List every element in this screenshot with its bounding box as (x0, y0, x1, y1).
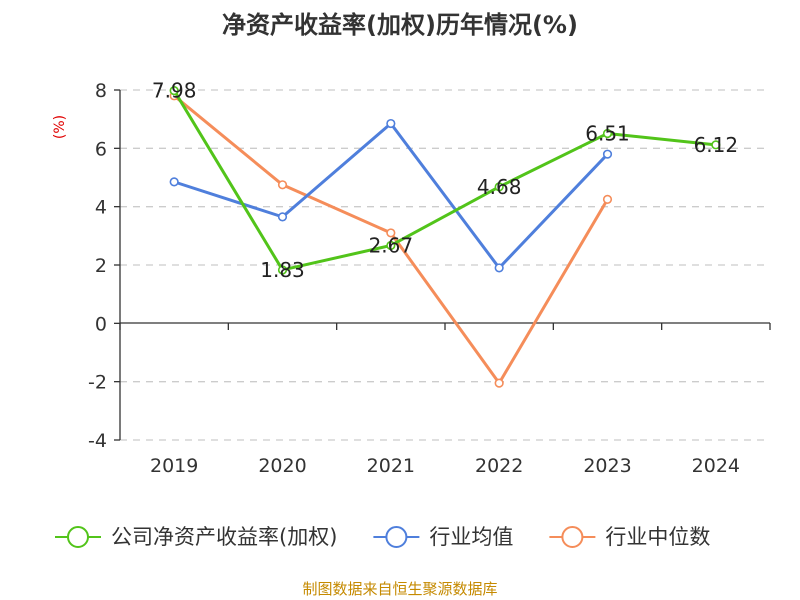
x-tick-label: 2019 (150, 455, 198, 477)
data-point (602, 128, 613, 139)
x-tick-label: 2024 (692, 455, 740, 477)
legend-marker (385, 526, 408, 548)
y-tick-label: 6 (95, 138, 107, 160)
data-point (386, 228, 396, 238)
data-point (169, 85, 179, 96)
data-point (602, 194, 613, 204)
data-point (711, 140, 721, 150)
legend-label: 行业中位数 (605, 525, 710, 549)
data-point (494, 263, 504, 273)
series-group (169, 85, 721, 388)
data-point (277, 180, 288, 190)
legend: 公司净资产收益率(加权) 行业均值 行业中位数 (55, 525, 710, 549)
y-tick-label: -2 (88, 372, 107, 394)
legend-marker (67, 526, 89, 548)
series-line (172, 89, 716, 272)
x-tick-label: 2023 (583, 455, 631, 477)
y-tick-label: 0 (95, 313, 107, 335)
data-label: 7.98 (152, 79, 197, 103)
y-tick-label: 4 (95, 197, 107, 219)
y-tick-label: -4 (88, 430, 107, 452)
data-label: 6.12 (694, 133, 739, 157)
chart-title: 净资产收益率(加权)历年情况(%) (222, 11, 578, 39)
legend-label: 行业均值 (429, 525, 513, 549)
data-point (277, 265, 288, 275)
source-note: 制图数据来自恒生聚源数据库 (302, 580, 497, 598)
data-labels: 7.98 1.83 2.67 4.68 6.51 6.12 (152, 79, 738, 282)
data-point (386, 240, 396, 251)
data-label: 4.68 (477, 175, 522, 199)
data-point (277, 212, 288, 222)
data-point (494, 378, 504, 388)
y-axis-label: (%) (52, 115, 68, 139)
gridlines (120, 89, 770, 441)
legend-label: 公司净资产收益率(加权) (111, 525, 337, 549)
data-label: 6.51 (585, 121, 630, 145)
y-tick-label: 2 (95, 255, 107, 277)
data-point (169, 177, 179, 187)
axes: 8 6 4 2 0 -2 -4 2019 2020 2021 2022 2023 2024 (88, 80, 771, 477)
data-point (494, 182, 504, 192)
x-tick-label: 2022 (475, 455, 523, 477)
data-point (386, 118, 396, 129)
x-tick-label: 2021 (367, 455, 415, 477)
data-point (602, 149, 613, 159)
x-tick-label: 2020 (258, 455, 306, 477)
legend-marker (561, 526, 584, 548)
data-label: 2.67 (369, 233, 414, 257)
y-tick-label: 8 (95, 80, 107, 102)
data-label: 1.83 (260, 258, 305, 282)
